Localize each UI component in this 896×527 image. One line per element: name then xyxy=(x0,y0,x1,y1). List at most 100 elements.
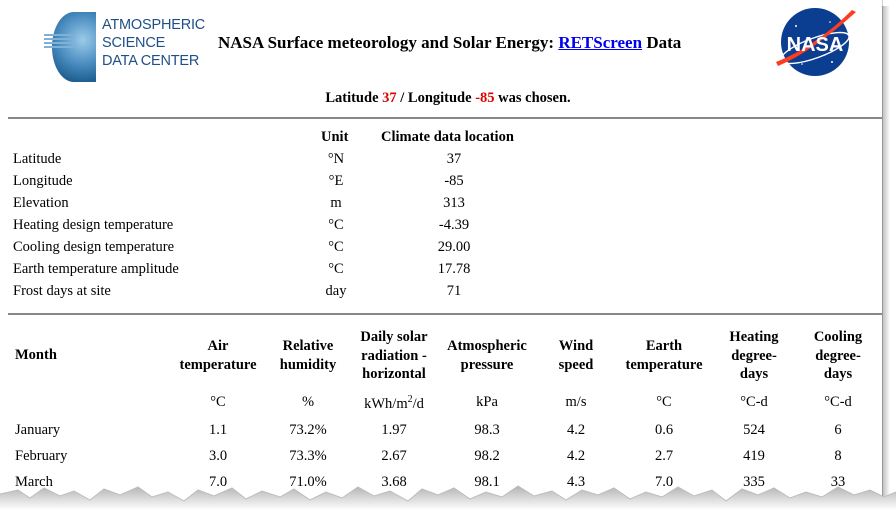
cell-heating-degree-days: 335 xyxy=(743,474,765,490)
chosen-latitude: 37 xyxy=(382,90,397,106)
row-label: Longitude xyxy=(13,173,73,189)
row-value: -85 xyxy=(444,173,464,189)
row-label: Elevation xyxy=(13,195,69,211)
title-suffix: Data xyxy=(642,33,682,52)
header-line: days xyxy=(739,366,769,382)
header-line: Cooling xyxy=(813,329,863,345)
row-unit: m xyxy=(330,195,342,211)
cell-wind-speed: 4.2 xyxy=(566,448,586,464)
header-line: speed xyxy=(558,356,594,373)
header-line: degree- xyxy=(731,347,777,364)
header-earth-temperature: Earth temperature xyxy=(614,337,714,374)
unit-wind-speed: m/s xyxy=(565,394,587,410)
row-value: 37 xyxy=(446,151,462,167)
unit-text: kWh/m xyxy=(364,395,408,412)
org-line-2: SCIENCE xyxy=(102,35,166,51)
header-line: pressure xyxy=(460,356,514,373)
torn-edge xyxy=(0,485,896,527)
unit-atmospheric-pressure: kPa xyxy=(476,394,498,410)
row-label: Heating design temperature xyxy=(13,217,174,233)
retscreen-link[interactable]: RETScreen xyxy=(558,33,643,52)
cell-month: March xyxy=(15,474,53,490)
cell-cooling-degree-days: 33 xyxy=(830,474,846,490)
header-unit: Unit xyxy=(321,129,349,145)
divider xyxy=(8,117,882,119)
table-row: January 1.1 73.2% 1.97 98.3 4.2 0.6 524 … xyxy=(0,422,882,448)
header-line: Relative xyxy=(282,338,334,354)
unit-relative-humidity: % xyxy=(301,394,315,410)
nasa-logo-text: NASA xyxy=(787,34,844,56)
cell-atmospheric-pressure: 98.3 xyxy=(474,422,500,438)
header-line: degree- xyxy=(815,347,861,364)
cell-atmospheric-pressure: 98.2 xyxy=(474,448,500,464)
header-line: Air xyxy=(207,338,229,354)
header-line: Earth xyxy=(645,338,683,354)
cell-solar-radiation: 3.68 xyxy=(381,474,407,490)
page-frame: ATMOSPHERIC SCIENCE DATA CENTER NASA Sur… xyxy=(0,0,883,500)
row-value: 29.00 xyxy=(437,239,471,255)
chosen-location-message: Latitude 37 / Longitude -85 was chosen. xyxy=(0,90,882,107)
org-line-1: ATMOSPHERIC xyxy=(102,17,206,33)
header-line: radiation - xyxy=(361,347,427,364)
unit-superscript: 2 xyxy=(407,394,413,405)
header-line: days xyxy=(823,366,853,382)
unit-cooling-degree-days: °C-d xyxy=(824,394,852,410)
row-value: 17.78 xyxy=(437,261,471,277)
unit-earth-temperature: °C xyxy=(656,394,672,410)
cell-cooling-degree-days: 6 xyxy=(834,422,842,438)
header-line: Heating xyxy=(729,329,779,345)
row-value: 313 xyxy=(443,195,465,211)
header-relative-humidity: Relative humidity xyxy=(268,337,348,374)
location-row: Longitude °E -85 xyxy=(13,173,613,195)
nasa-logo[interactable]: NASA xyxy=(772,4,858,80)
chosen-longitude: -85 xyxy=(475,90,495,106)
cell-earth-temperature: 0.6 xyxy=(654,422,674,438)
cell-month: February xyxy=(15,448,68,464)
chosen-suffix: was chosen. xyxy=(494,90,571,106)
header-air-temperature: Air temperature xyxy=(168,337,268,374)
row-label: Cooling design temperature xyxy=(13,239,175,255)
location-row: Heating design temperature °C -4.39 xyxy=(13,217,613,239)
cell-relative-humidity: 73.3% xyxy=(289,448,327,464)
unit-text: /d xyxy=(412,395,424,412)
location-row: Elevation m 313 xyxy=(13,195,613,217)
row-unit: day xyxy=(325,283,347,299)
table-row: March 7.0 71.0% 3.68 98.1 4.3 7.0 335 33 xyxy=(0,474,882,500)
asdc-logo-text: ATMOSPHERIC SCIENCE DATA CENTER xyxy=(102,16,205,70)
table-row: February 3.0 73.3% 2.67 98.2 4.2 2.7 419… xyxy=(0,448,882,474)
chosen-lat-label: Latitude xyxy=(325,90,383,106)
unit-heating-degree-days: °C-d xyxy=(740,394,768,410)
unit-solar-radiation: kWh/m2/d xyxy=(348,394,440,413)
cell-cooling-degree-days: 8 xyxy=(834,448,842,464)
header-climate-data-location: Climate data location xyxy=(381,129,514,145)
row-value: -4.39 xyxy=(438,217,470,233)
header-line: Daily solar xyxy=(360,329,428,345)
asdc-logo[interactable]: ATMOSPHERIC SCIENCE DATA CENTER xyxy=(22,10,205,82)
location-row: Earth temperature amplitude °C 17.78 xyxy=(13,261,613,283)
cell-earth-temperature: 2.7 xyxy=(654,448,674,464)
header-line: horizontal xyxy=(362,366,426,382)
cell-air-temperature: 1.1 xyxy=(208,422,228,438)
header-month: Month xyxy=(15,346,57,365)
page-title: NASA Surface meteorology and Solar Energ… xyxy=(218,33,681,53)
header-line: Atmospheric xyxy=(447,338,527,354)
header-wind-speed: Wind speed xyxy=(536,337,616,374)
page-shadow xyxy=(882,6,890,496)
cell-solar-radiation: 1.97 xyxy=(381,422,407,438)
header-line: temperature xyxy=(179,356,257,373)
cell-relative-humidity: 73.2% xyxy=(289,422,327,438)
cell-heating-degree-days: 419 xyxy=(743,448,765,464)
chosen-lon-label: / Longitude xyxy=(396,90,476,106)
location-row: Cooling design temperature °C 29.00 xyxy=(13,239,613,261)
cell-atmospheric-pressure: 98.1 xyxy=(474,474,500,490)
header-atmospheric-pressure: Atmospheric pressure xyxy=(438,337,536,374)
cell-air-temperature: 3.0 xyxy=(208,448,228,464)
header-daily-solar-radiation: Daily solar radiation - horizontal xyxy=(348,328,440,384)
header-cooling-degree-days: Cooling degree- days xyxy=(796,328,880,384)
org-line-3: DATA CENTER xyxy=(102,53,200,69)
header-heating-degree-days: Heating degree- days xyxy=(712,328,796,384)
title-prefix: NASA Surface meteorology and Solar Energ… xyxy=(218,33,559,52)
header-month-text: Month xyxy=(15,347,57,363)
cell-wind-speed: 4.2 xyxy=(566,422,586,438)
row-unit: °E xyxy=(328,173,344,189)
